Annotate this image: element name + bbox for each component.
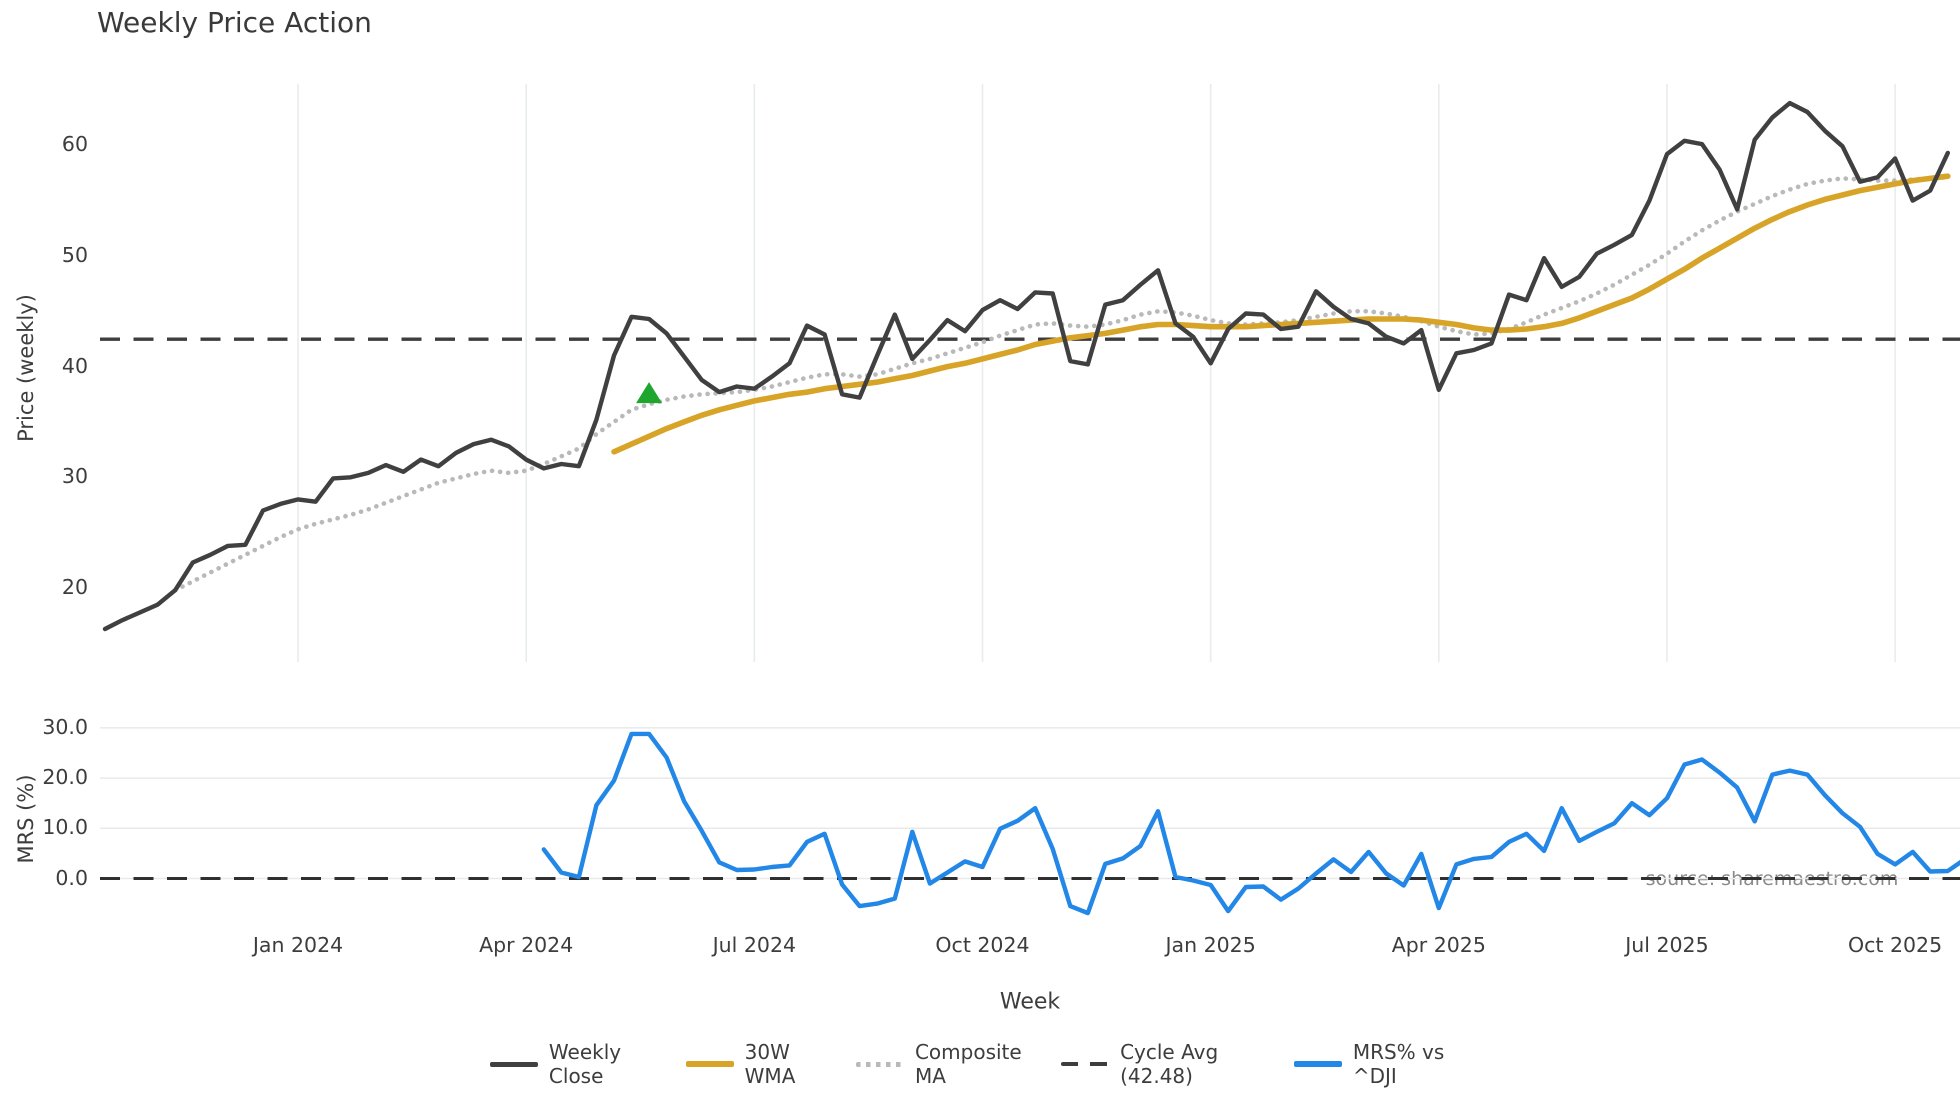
legend-label: MRS% vs ^DJI [1352,1040,1445,1088]
buy-signal-triangle-icon [636,382,663,404]
legend-item-weekly-close: Weekly Close [490,1040,659,1088]
legend-label: Composite MA [914,1040,1022,1088]
composite-ma-line [172,175,1951,593]
legend-item-cycle-avg: Cycle Avg (42.48) [1061,1040,1267,1088]
legend-item-composite-ma: Composite MA [856,1040,1034,1088]
wma-line-swatch [685,1061,734,1067]
legend-label: Weekly Close [548,1040,622,1088]
legend-label: Cycle Avg (42.48) [1120,1040,1219,1088]
legend-item-mrs: MRS% vs ^DJI [1293,1040,1470,1088]
weekly-close-line [102,100,1951,632]
legend: Weekly Close 30W WMA Composite MA Cycle … [490,1040,1470,1088]
wma-30w-line [611,173,1951,455]
cycle-avg-dashed-swatch [1061,1062,1110,1066]
mrs-line [541,731,1960,916]
mrs-line-swatch [1293,1061,1342,1067]
weekly-close-line-swatch [490,1061,538,1067]
legend-item-30w-wma: 30W WMA [685,1040,829,1088]
legend-label: 30W WMA [744,1040,796,1088]
composite-dotted-swatch [856,1061,904,1067]
